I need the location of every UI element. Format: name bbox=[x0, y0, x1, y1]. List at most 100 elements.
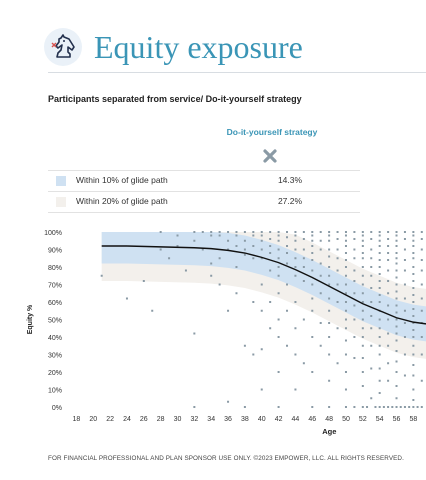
data-point bbox=[311, 297, 314, 300]
data-point bbox=[319, 231, 322, 233]
table-row: Within 10% of glide path 14.3% bbox=[48, 170, 360, 192]
data-point bbox=[311, 259, 314, 261]
data-point bbox=[403, 248, 406, 251]
section-subtitle: Participants separated from service/ Do-… bbox=[48, 94, 302, 104]
data-point bbox=[361, 385, 364, 387]
y-tick-label: 20% bbox=[48, 370, 62, 377]
data-point bbox=[294, 248, 297, 251]
data-point bbox=[302, 248, 305, 251]
data-point bbox=[353, 231, 356, 233]
data-point bbox=[395, 297, 398, 300]
data-point bbox=[328, 406, 331, 408]
data-point bbox=[252, 353, 255, 356]
data-point bbox=[302, 257, 305, 260]
data-point bbox=[420, 336, 423, 338]
data-point bbox=[218, 257, 221, 260]
data-point bbox=[395, 257, 398, 260]
data-point bbox=[353, 269, 356, 272]
data-point bbox=[395, 318, 398, 321]
data-point bbox=[412, 294, 415, 296]
data-point bbox=[328, 239, 331, 242]
data-point bbox=[378, 239, 381, 242]
data-point bbox=[302, 231, 305, 233]
data-point bbox=[319, 248, 322, 251]
data-point bbox=[260, 231, 263, 233]
row-value: 14.3% bbox=[277, 175, 303, 185]
data-point bbox=[370, 367, 373, 370]
data-point bbox=[387, 379, 390, 382]
data-point bbox=[218, 283, 221, 286]
data-point bbox=[302, 238, 305, 240]
x-tick-label: 52 bbox=[359, 416, 367, 423]
data-point bbox=[395, 252, 398, 254]
data-point bbox=[399, 406, 402, 408]
data-point bbox=[311, 336, 314, 338]
data-point bbox=[269, 301, 272, 303]
data-point bbox=[294, 388, 297, 391]
data-point bbox=[378, 353, 381, 356]
data-point bbox=[336, 257, 339, 260]
equity-scatter-chart: 0% 10% 20% 30% 40% 50% 60% 70% 80% 90% 100% 18 20 22 2… bbox=[27, 230, 426, 436]
data-point bbox=[361, 371, 364, 373]
data-point bbox=[227, 231, 230, 233]
data-point bbox=[269, 231, 272, 233]
data-point bbox=[319, 274, 322, 277]
y-tick-label: 100% bbox=[44, 230, 62, 237]
data-point bbox=[286, 236, 289, 239]
data-point bbox=[328, 231, 331, 233]
data-point bbox=[378, 280, 381, 282]
data-point bbox=[378, 336, 381, 338]
data-point bbox=[269, 327, 272, 330]
data-point bbox=[378, 245, 381, 247]
data-point bbox=[286, 231, 289, 233]
data-point bbox=[277, 292, 280, 295]
data-point bbox=[353, 238, 356, 240]
data-point bbox=[294, 327, 297, 330]
data-point bbox=[378, 318, 381, 321]
data-point bbox=[420, 238, 423, 240]
data-point bbox=[235, 292, 238, 295]
data-point bbox=[286, 252, 289, 254]
data-point bbox=[151, 309, 154, 312]
y-tick-label: 40% bbox=[48, 335, 62, 342]
data-point bbox=[344, 234, 347, 237]
data-point bbox=[412, 344, 415, 347]
data-point bbox=[243, 239, 246, 242]
data-point bbox=[344, 292, 347, 295]
data-point bbox=[378, 231, 381, 233]
data-point bbox=[420, 283, 423, 286]
y-tick-label: 60% bbox=[48, 300, 62, 307]
data-point bbox=[227, 309, 230, 312]
data-point bbox=[227, 239, 230, 242]
data-point bbox=[395, 234, 398, 237]
data-point bbox=[227, 248, 230, 251]
data-point bbox=[328, 274, 331, 277]
data-point bbox=[382, 406, 385, 408]
data-point bbox=[361, 257, 364, 260]
data-point bbox=[311, 406, 314, 408]
data-point bbox=[395, 339, 398, 342]
data-point bbox=[370, 287, 373, 289]
data-point bbox=[344, 239, 347, 242]
data-point bbox=[344, 327, 347, 330]
data-point bbox=[260, 309, 263, 312]
data-point bbox=[311, 239, 314, 242]
data-point bbox=[353, 406, 356, 408]
data-point bbox=[370, 327, 373, 330]
data-point bbox=[336, 362, 339, 365]
data-point bbox=[319, 292, 322, 295]
data-point bbox=[412, 364, 415, 366]
data-point bbox=[378, 367, 381, 370]
data-point bbox=[353, 318, 356, 321]
data-point bbox=[142, 280, 145, 282]
y-tick-label: 50% bbox=[48, 318, 62, 325]
data-point bbox=[378, 259, 381, 261]
data-point bbox=[328, 297, 331, 300]
data-point bbox=[311, 231, 314, 233]
data-point bbox=[277, 274, 280, 277]
data-point bbox=[344, 388, 347, 391]
data-point bbox=[378, 252, 381, 254]
data-point bbox=[353, 336, 356, 338]
data-point bbox=[159, 248, 162, 251]
data-point bbox=[387, 231, 390, 233]
